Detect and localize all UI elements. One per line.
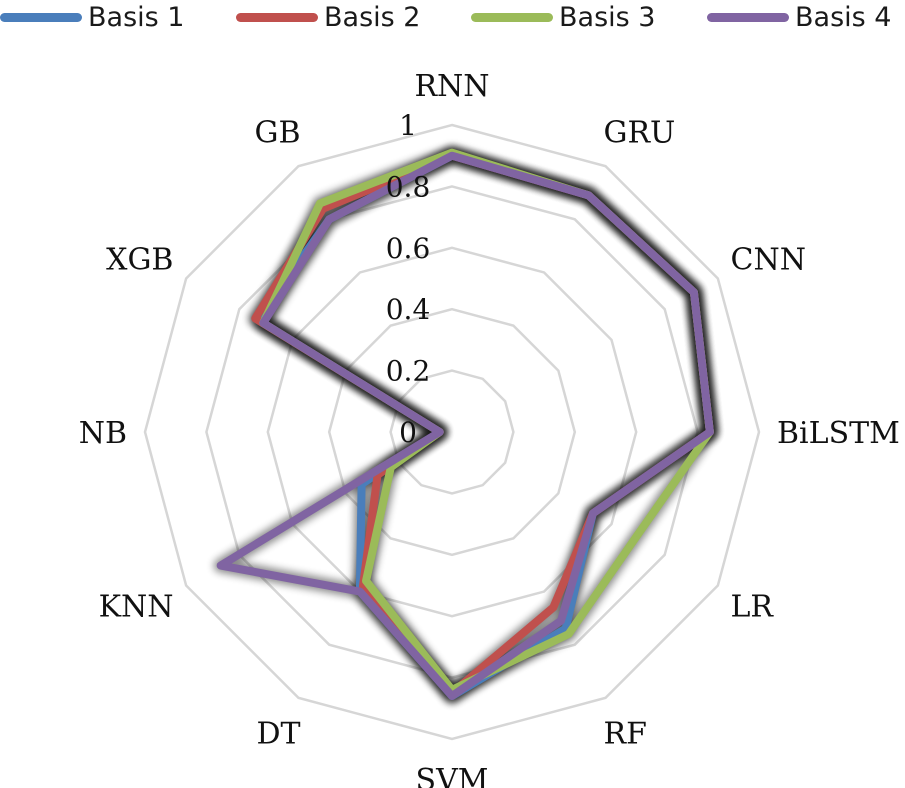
data-point bbox=[364, 578, 369, 583]
category-label-nb: NB bbox=[79, 416, 127, 451]
data-point bbox=[357, 589, 362, 594]
category-label-cnn: CNN bbox=[731, 243, 806, 278]
tick-label: 1 bbox=[399, 109, 417, 142]
legend-swatch bbox=[471, 12, 553, 22]
category-label-gb: GB bbox=[254, 115, 300, 150]
category-label-gru: GRU bbox=[604, 115, 676, 150]
legend-swatch bbox=[236, 12, 318, 22]
data-point bbox=[327, 217, 332, 222]
tick-label: 0 bbox=[399, 416, 417, 449]
category-label-bilstm: BiLSTM bbox=[777, 416, 900, 451]
series-shadow bbox=[256, 145, 717, 697]
tick-label: 0.6 bbox=[386, 232, 431, 265]
data-point bbox=[360, 584, 365, 589]
grid-ring bbox=[143, 123, 761, 741]
data-point bbox=[563, 626, 568, 631]
data-point bbox=[450, 153, 454, 158]
legend: Basis 1 Basis 2 Basis 3 Basis 4 bbox=[0, 0, 905, 34]
data-point bbox=[707, 430, 712, 434]
legend-label: Basis 3 bbox=[559, 1, 656, 33]
grid-ring bbox=[205, 185, 699, 679]
tick-label: 0.2 bbox=[386, 355, 431, 388]
legend-item-basis-4[interactable]: Basis 4 bbox=[707, 0, 891, 34]
legend-label: Basis 4 bbox=[795, 1, 892, 33]
radial-tick-labels: 0 0.2 0.4 0.6 0.8 1 bbox=[386, 109, 431, 449]
category-label-xgb: XGB bbox=[106, 243, 173, 278]
category-label-knn: KNN bbox=[99, 590, 174, 625]
category-label-dt: DT bbox=[256, 717, 300, 752]
data-point bbox=[691, 290, 696, 295]
legend-swatch bbox=[707, 12, 789, 22]
data-point bbox=[586, 193, 591, 198]
tick-label: 0.8 bbox=[386, 170, 431, 203]
data-point bbox=[317, 201, 322, 206]
radar-grid bbox=[143, 123, 761, 741]
data-point bbox=[633, 535, 638, 540]
series-line-basis-3 bbox=[259, 148, 714, 694]
data-point bbox=[590, 511, 595, 516]
data-point bbox=[551, 605, 556, 610]
category-label-rf: RF bbox=[604, 717, 647, 752]
data-point bbox=[437, 430, 442, 434]
tick-label: 0.4 bbox=[386, 293, 431, 326]
series-line-basis-4 bbox=[216, 151, 714, 701]
radar-series bbox=[213, 145, 717, 704]
data-point bbox=[450, 694, 454, 699]
legend-item-basis-3[interactable]: Basis 3 bbox=[471, 0, 655, 34]
legend-label: Basis 1 bbox=[88, 1, 185, 33]
category-labels: RNN GRU CNN BiLSTM LR RF SVM DT KNN NB XGB GB bbox=[79, 69, 900, 788]
category-label-lr: LR bbox=[731, 590, 775, 625]
data-point bbox=[261, 321, 266, 326]
data-point bbox=[558, 618, 563, 623]
legend-item-basis-1[interactable]: Basis 1 bbox=[0, 0, 184, 34]
category-label-rnn: RNN bbox=[414, 69, 489, 104]
legend-item-basis-2[interactable]: Basis 2 bbox=[236, 0, 420, 34]
data-point bbox=[218, 563, 223, 568]
category-label-svm: SVM bbox=[416, 763, 489, 788]
legend-label: Basis 2 bbox=[324, 1, 421, 33]
data-point bbox=[566, 632, 571, 637]
legend-swatch bbox=[0, 12, 82, 22]
data-point bbox=[253, 316, 258, 321]
